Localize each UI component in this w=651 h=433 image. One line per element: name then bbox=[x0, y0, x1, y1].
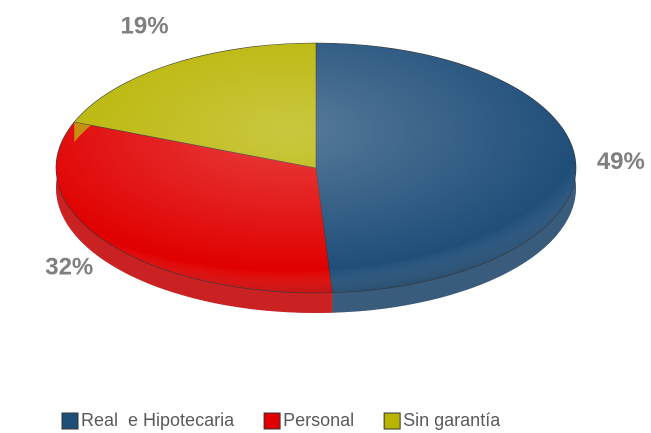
legend-swatch bbox=[61, 412, 79, 430]
legend-label: Sin garantía bbox=[403, 410, 501, 430]
pie-shading bbox=[56, 43, 576, 293]
legend-swatch bbox=[263, 412, 281, 430]
value-label: 32% bbox=[45, 253, 93, 280]
value-label: 49% bbox=[597, 148, 645, 175]
legend-label: Personal bbox=[283, 410, 354, 430]
pie-slice-side bbox=[55, 121, 333, 313]
legend-swatch bbox=[383, 412, 401, 430]
value-label: 19% bbox=[121, 13, 169, 40]
legend-label: Real e Hipotecaria bbox=[81, 410, 235, 430]
